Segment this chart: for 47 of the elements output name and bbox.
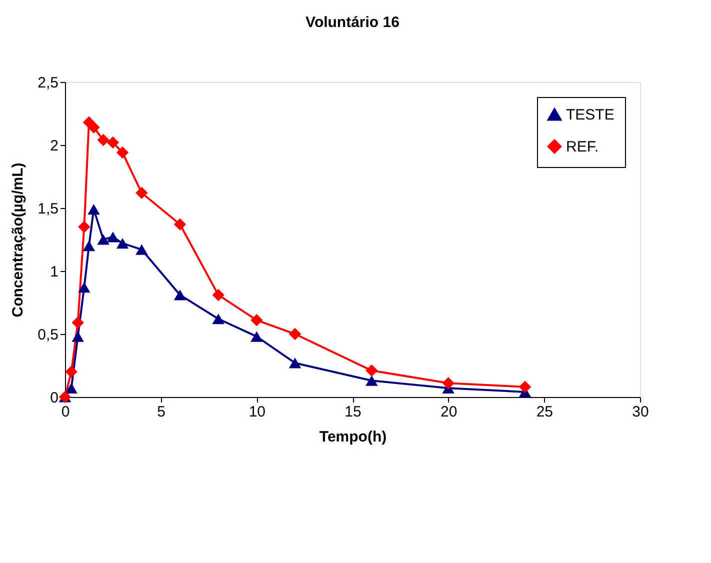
point bbox=[288, 328, 302, 340]
point bbox=[250, 331, 263, 342]
x-tick-label: 20 bbox=[440, 404, 458, 420]
x-tick-label: 15 bbox=[344, 404, 362, 420]
point bbox=[288, 358, 302, 368]
point bbox=[174, 290, 186, 300]
y-tick-label: 0 bbox=[50, 390, 58, 406]
x-tick-label: 25 bbox=[536, 404, 554, 420]
point bbox=[212, 288, 224, 302]
point bbox=[136, 186, 148, 200]
x-tick-label: 10 bbox=[248, 404, 266, 420]
point bbox=[88, 204, 100, 215]
y-tick-label: 0,5 bbox=[38, 326, 58, 344]
legend-label: REF. bbox=[566, 138, 599, 156]
point bbox=[518, 380, 532, 394]
point bbox=[250, 314, 263, 326]
point bbox=[116, 146, 129, 159]
point bbox=[82, 240, 96, 252]
point bbox=[65, 366, 78, 378]
point bbox=[78, 220, 90, 234]
y-tick-label: 2 bbox=[50, 138, 58, 154]
point bbox=[106, 136, 120, 149]
point bbox=[65, 382, 78, 394]
y-tick-label: 1 bbox=[50, 264, 58, 280]
point bbox=[366, 364, 378, 377]
y-tick-label: 1,5 bbox=[38, 200, 58, 218]
y-tick-label: 2,5 bbox=[38, 74, 58, 92]
point bbox=[97, 134, 110, 146]
point bbox=[116, 238, 129, 249]
point bbox=[136, 244, 148, 255]
x-tick-label: 5 bbox=[157, 404, 166, 420]
point bbox=[72, 316, 84, 329]
y-axis-title: Concentração(µg/mL) bbox=[10, 162, 27, 318]
x-tick-label: 30 bbox=[632, 404, 649, 420]
legend-label: TESTE bbox=[566, 106, 614, 124]
chart-title: Voluntário 16 bbox=[306, 14, 400, 31]
point bbox=[366, 375, 378, 386]
point bbox=[174, 218, 186, 231]
point bbox=[88, 121, 100, 134]
point bbox=[78, 282, 90, 293]
point bbox=[97, 234, 110, 245]
x-tick-label: 0 bbox=[61, 404, 70, 420]
point bbox=[72, 331, 84, 342]
x-axis-title: Tempo(h) bbox=[319, 428, 387, 446]
point bbox=[442, 377, 454, 390]
point bbox=[106, 232, 120, 242]
point bbox=[212, 314, 224, 324]
